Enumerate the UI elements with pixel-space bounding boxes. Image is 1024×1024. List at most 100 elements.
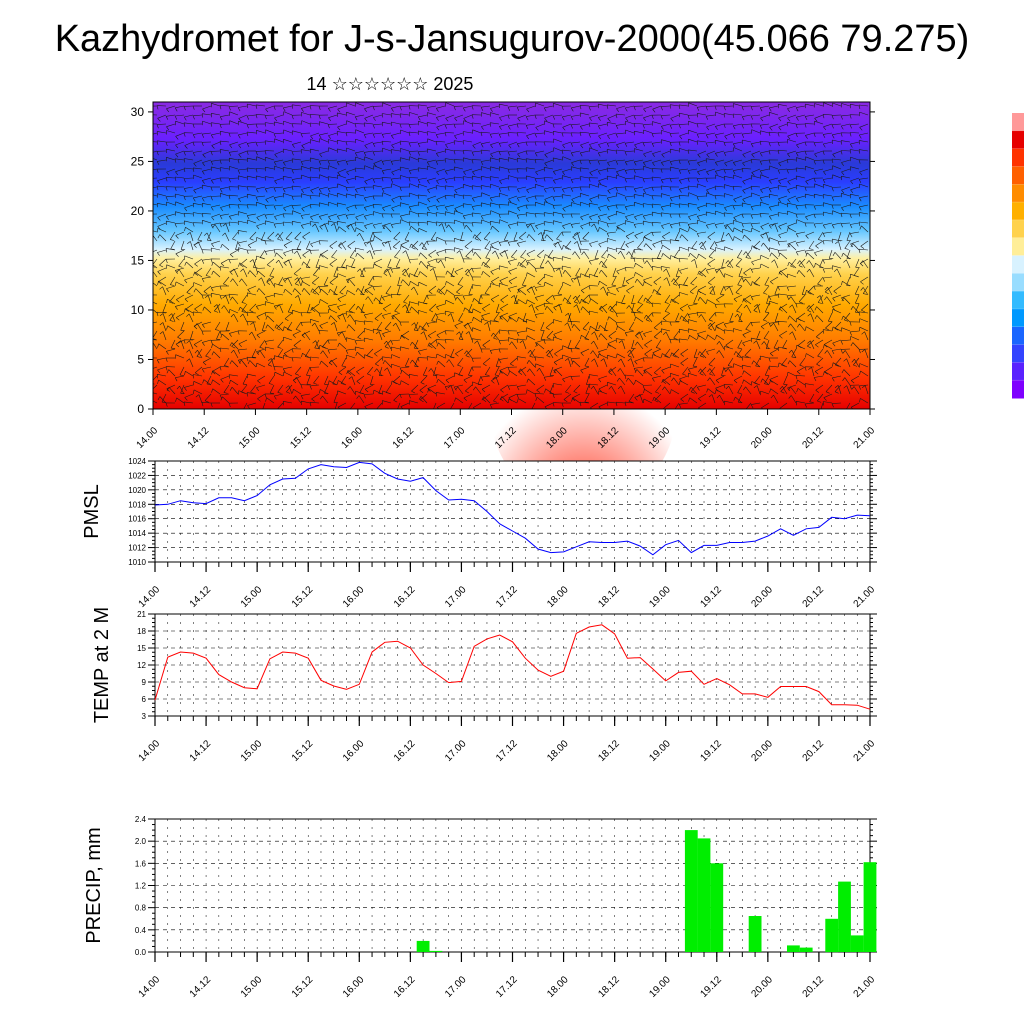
x-tick-label: 16.00 <box>341 738 367 764</box>
x-tick-label: 21.00 <box>852 974 878 1000</box>
x-tick-label: 17.00 <box>443 584 469 610</box>
x-tick-label: 15.12 <box>288 425 314 451</box>
chart-title: Kazhydromet for J-s-Jansugurov-2000(45.0… <box>54 18 970 60</box>
x-tick-label: 20.12 <box>801 584 827 610</box>
precip-bar <box>799 947 813 952</box>
x-tick-label: 20.00 <box>749 425 775 451</box>
precip-bar <box>710 863 724 952</box>
x-tick-label: 19.00 <box>647 974 673 1000</box>
x-tick-label: 16.00 <box>341 974 367 1000</box>
y-tick-label: 1016 <box>128 515 146 524</box>
y-tick-label: 5 <box>137 352 144 366</box>
colorbar-swatch <box>1012 291 1024 310</box>
x-tick-label: 15.12 <box>290 584 316 610</box>
colorbar-swatch <box>1012 380 1024 399</box>
y-tick-label: 3 <box>142 712 147 721</box>
x-tick-label: 20.00 <box>750 974 776 1000</box>
x-tick-label: 16.00 <box>340 425 366 451</box>
y-tick-label: 1.6 <box>135 859 147 868</box>
colorbar-swatch <box>1012 113 1024 132</box>
x-tick-label: 16.12 <box>392 584 418 610</box>
x-tick-label: 20.00 <box>750 738 776 764</box>
x-tick-label: 14.00 <box>137 974 163 1000</box>
colorbar-swatch <box>1012 202 1024 221</box>
x-tick-label: 19.00 <box>647 738 673 764</box>
colorbar-swatch <box>1012 237 1024 256</box>
y-tick-label: 10 <box>131 303 145 317</box>
y-axis-label: PRECIP, mm <box>83 827 105 943</box>
x-tick-label: 19.12 <box>698 425 724 451</box>
x-tick-label: 18.00 <box>545 974 571 1000</box>
x-tick-label: 20.00 <box>750 584 776 610</box>
x-tick-label: 19.12 <box>698 974 724 1000</box>
x-tick-label: 15.12 <box>290 974 316 1000</box>
y-tick-label: 0 <box>137 402 144 416</box>
x-tick-label: 14.12 <box>188 584 214 610</box>
y-tick-label: 2.4 <box>135 815 147 824</box>
x-tick-label: 19.12 <box>698 584 724 610</box>
x-tick-label: 14.00 <box>135 425 161 451</box>
x-tick-label: 15.00 <box>239 738 265 764</box>
precip-bar <box>748 916 762 952</box>
precip-bar <box>863 862 877 952</box>
y-tick-label: 15 <box>131 253 145 267</box>
x-tick-label: 20.12 <box>800 425 826 451</box>
colorbar-swatch <box>1012 130 1024 150</box>
precip-bar <box>825 918 839 953</box>
colorbar-swatch <box>1012 219 1024 239</box>
x-tick-label: 15.12 <box>290 738 316 764</box>
x-tick-label: 15.00 <box>239 974 265 1000</box>
x-tick-label: 17.12 <box>494 584 520 610</box>
y-tick-label: 6 <box>142 695 147 704</box>
y-tick-label: 1020 <box>128 486 146 495</box>
y-tick-label: 1018 <box>128 500 146 509</box>
colorbar-swatch <box>1012 166 1024 185</box>
x-tick-label: 17.12 <box>494 974 520 1000</box>
colorbar-swatch <box>1012 326 1024 346</box>
x-tick-label: 14.00 <box>137 584 163 610</box>
precip-bar <box>684 830 698 952</box>
y-tick-label: 0.8 <box>135 904 147 913</box>
x-tick-label: 14.12 <box>186 425 212 451</box>
y-tick-label: 9 <box>142 678 147 687</box>
x-tick-label: 16.12 <box>392 738 418 764</box>
y-tick-label: 1012 <box>128 544 146 553</box>
x-tick-label: 21.00 <box>852 425 878 451</box>
precip-bar <box>697 838 711 952</box>
x-tick-label: 21.00 <box>852 738 878 764</box>
x-tick-label: 14.00 <box>137 738 163 764</box>
y-tick-label: 21 <box>137 610 146 619</box>
x-tick-label: 20.12 <box>801 974 827 1000</box>
y-tick-label: 20 <box>131 204 145 218</box>
y-tick-label: 12 <box>137 661 146 670</box>
y-tick-label: 25 <box>131 154 145 168</box>
plot-frame <box>154 460 871 563</box>
y-tick-label: 1014 <box>128 529 146 538</box>
colorbar-swatch <box>1012 362 1024 381</box>
colorbar-swatch <box>1012 344 1024 363</box>
precip-bar <box>429 950 443 952</box>
y-tick-label: 1010 <box>128 558 146 567</box>
precip-bar <box>838 881 851 952</box>
precip-bar <box>850 935 864 952</box>
colorbar-swatch <box>1012 273 1024 292</box>
x-tick-label: 16.12 <box>392 974 418 1000</box>
x-tick-label: 15.00 <box>239 584 265 610</box>
x-tick-label: 21.00 <box>852 584 878 610</box>
y-tick-label: 1.2 <box>135 882 147 891</box>
x-tick-label: 18.12 <box>596 974 622 1000</box>
colorbar-swatch <box>1012 308 1024 328</box>
x-tick-label: 19.00 <box>647 584 673 610</box>
chart-subtitle: 14 ☆☆☆☆☆☆ 2025 <box>306 74 474 94</box>
x-tick-label: 18.00 <box>545 584 571 610</box>
y-tick-label: 1022 <box>128 471 146 480</box>
x-tick-label: 15.00 <box>237 425 263 451</box>
x-tick-label: 16.00 <box>341 584 367 610</box>
colorbar-swatch <box>1012 255 1024 274</box>
x-tick-label: 18.12 <box>596 584 622 610</box>
y-tick-label: 2.0 <box>135 837 147 846</box>
x-tick-label: 17.00 <box>443 974 469 1000</box>
x-tick-label: 14.12 <box>188 974 214 1000</box>
colorbar-swatch <box>1012 148 1024 167</box>
